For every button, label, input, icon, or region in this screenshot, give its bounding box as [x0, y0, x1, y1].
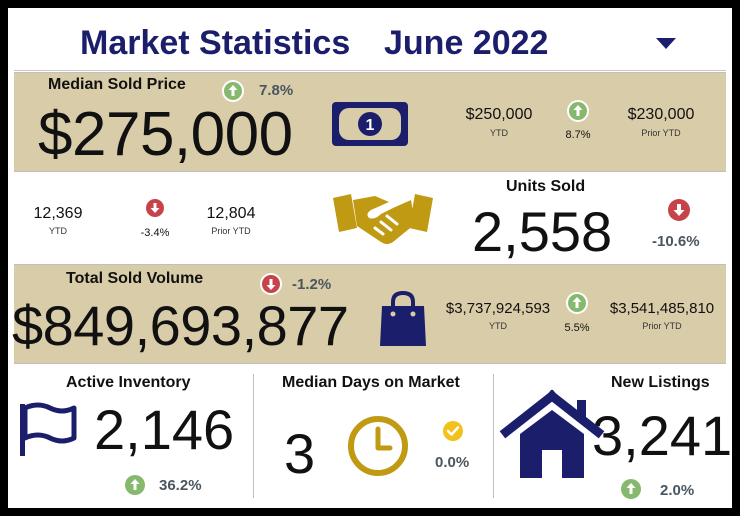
- arrow-down-icon: [260, 273, 282, 295]
- total-sold-volume-ytd-value: $3,737,924,593: [438, 300, 558, 317]
- units-sold-ytd-label: YTD: [28, 226, 88, 236]
- total-sold-volume-ytd-label: YTD: [438, 321, 558, 331]
- arrow-up-icon: [620, 478, 642, 500]
- units-sold-ytd-change: -3.4%: [130, 227, 180, 239]
- units-sold-prior-value: 12,804: [196, 205, 266, 223]
- units-sold-value: 2,558: [472, 204, 612, 260]
- check-icon: [442, 420, 464, 442]
- units-sold-prior-label: Prior YTD: [196, 226, 266, 236]
- median-sold-price-value: $275,000: [38, 104, 293, 166]
- median-sold-price-label: Median Sold Price: [48, 76, 186, 94]
- units-sold-change: -10.6%: [652, 233, 700, 250]
- units-sold-ytd-value: 12,369: [28, 205, 88, 223]
- median-sold-price-change: 7.8%: [259, 82, 293, 99]
- median-sold-price-ytd-change: 8.7%: [553, 129, 603, 141]
- new-listings-change: 2.0%: [660, 482, 694, 499]
- svg-text:1: 1: [366, 117, 375, 134]
- active-inventory-value: 2,146: [94, 402, 234, 458]
- arrow-up-icon: [566, 292, 588, 314]
- arrow-down-icon: [667, 198, 691, 222]
- house-icon: [498, 388, 606, 480]
- caret-down-icon[interactable]: [656, 38, 676, 49]
- units-sold-label: Units Sold: [506, 178, 585, 196]
- new-listings-label: New Listings: [611, 374, 710, 392]
- total-sold-volume-prior-label: Prior YTD: [600, 321, 724, 331]
- arrow-up-icon: [567, 100, 589, 122]
- column-divider: [493, 374, 494, 498]
- median-sold-price-ytd-label: YTD: [454, 128, 544, 138]
- header-divider: [14, 70, 726, 71]
- active-inventory-change: 36.2%: [159, 477, 202, 494]
- total-sold-volume-ytd-change: 5.5%: [552, 322, 602, 334]
- new-listings-value: 3,241: [592, 408, 732, 464]
- median-sold-price-prior-value: $230,000: [616, 106, 706, 124]
- total-sold-volume-value: $849,693,877: [12, 298, 349, 354]
- shopping-bag-icon: [378, 290, 428, 348]
- page-title: Market Statistics: [80, 24, 350, 63]
- column-divider: [253, 374, 254, 498]
- handshake-icon: [331, 188, 435, 250]
- dashboard-frame: Market Statistics June 2022 Median Sold …: [8, 8, 732, 508]
- dollar-bill-icon: 1: [330, 100, 410, 148]
- median-days-on-market-value: 3: [284, 426, 315, 482]
- median-sold-price-ytd-value: $250,000: [454, 106, 544, 124]
- arrow-up-icon: [124, 474, 146, 496]
- arrow-down-icon: [145, 198, 165, 218]
- period-selector-label[interactable]: June 2022: [384, 24, 548, 63]
- total-sold-volume-change: -1.2%: [292, 276, 331, 293]
- median-days-on-market-label: Median Days on Market: [282, 374, 460, 392]
- total-sold-volume-label: Total Sold Volume: [66, 270, 203, 288]
- arrow-up-icon: [222, 80, 244, 102]
- median-days-on-market-change: 0.0%: [435, 454, 469, 471]
- median-sold-price-prior-label: Prior YTD: [616, 128, 706, 138]
- total-sold-volume-prior-value: $3,541,485,810: [600, 300, 724, 317]
- active-inventory-label: Active Inventory: [66, 374, 190, 392]
- flag-icon: [16, 400, 78, 458]
- clock-icon: [346, 414, 410, 478]
